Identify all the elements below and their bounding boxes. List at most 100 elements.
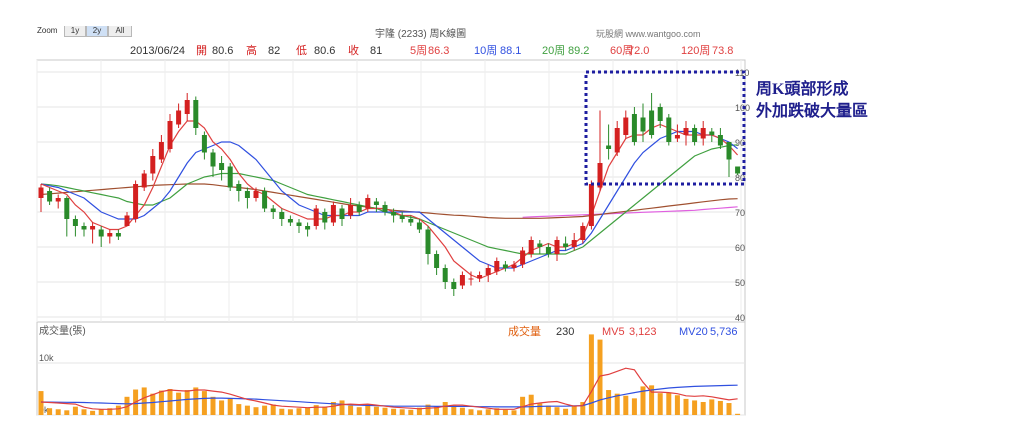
- candle: [262, 187, 268, 212]
- candle-body: [735, 166, 741, 174]
- candle: [657, 103, 663, 128]
- candle: [210, 149, 216, 177]
- candle: [98, 226, 104, 247]
- candle: [631, 107, 637, 146]
- candle: [477, 271, 483, 282]
- volume-bar: [726, 403, 732, 415]
- candle: [640, 103, 646, 142]
- price-tick-label: 40: [735, 313, 745, 323]
- volume-bar: [717, 400, 723, 415]
- candle: [115, 229, 121, 240]
- volume-bar: [571, 406, 577, 415]
- zoom-2y-button[interactable]: 2y: [86, 26, 108, 37]
- volume-bar: [330, 402, 336, 415]
- volume-bar: [494, 408, 500, 415]
- candle: [193, 96, 199, 135]
- ma60-value: 72.0: [628, 45, 649, 57]
- candle-body: [588, 184, 594, 226]
- candle-body: [253, 191, 259, 198]
- candle-body: [528, 240, 534, 254]
- candle: [107, 229, 113, 244]
- ma120-line: [522, 206, 738, 218]
- ma120-label: 120周: [681, 44, 710, 57]
- ma20-label: 20周: [542, 44, 565, 57]
- candle: [305, 222, 311, 237]
- volume-bar: [90, 410, 96, 415]
- candle: [236, 180, 242, 202]
- chart-title: 宇隆 (2233) 周K線圖: [375, 27, 466, 40]
- candle-body: [717, 135, 723, 146]
- volume-bar: [64, 410, 70, 415]
- candle-body: [425, 229, 431, 254]
- volume-bar: [425, 404, 431, 415]
- volume-bar: [236, 404, 242, 415]
- candle-body: [520, 250, 526, 265]
- candle-body: [511, 264, 517, 268]
- candle: [322, 208, 328, 230]
- high-value: 82: [268, 45, 280, 57]
- low-value: 80.6: [314, 45, 335, 57]
- volume-bar: [167, 389, 173, 415]
- volume-bar: [219, 400, 225, 415]
- candle-body: [580, 226, 586, 240]
- volume-bar: [520, 396, 526, 415]
- candle-body: [158, 142, 164, 160]
- volume-bar: [554, 407, 560, 415]
- zoom-label: Zoom: [37, 26, 58, 35]
- volume-bar: [296, 408, 302, 415]
- annotation-line-1: 周K頭部形成: [756, 81, 849, 98]
- volume-bar: [322, 406, 328, 415]
- candle: [399, 212, 405, 223]
- candle: [244, 187, 250, 209]
- candle: [709, 128, 715, 142]
- mv20-value: 5,736: [710, 326, 738, 338]
- volume-bar: [545, 405, 551, 415]
- mv20-line: [40, 384, 738, 408]
- candle-body: [98, 229, 104, 237]
- zoom-all-button[interactable]: All: [108, 26, 132, 37]
- candle-body: [451, 282, 457, 289]
- moving-average-lines: [40, 120, 739, 280]
- volume-bar: [201, 391, 207, 415]
- volume-bar: [477, 410, 483, 415]
- candle-body: [640, 117, 646, 132]
- open-label: 開: [196, 44, 207, 57]
- volume-bar: [700, 402, 706, 415]
- close-value: 81: [370, 45, 382, 57]
- zoom-1y-button[interactable]: 1y: [64, 26, 86, 37]
- volume-bar: [683, 398, 689, 415]
- candle: [683, 121, 689, 146]
- volume-bar: [115, 405, 121, 415]
- candle: [511, 261, 517, 272]
- volume-bar: [141, 387, 147, 415]
- volume-bar: [614, 393, 620, 415]
- candle: [606, 124, 612, 160]
- candle: [227, 163, 233, 191]
- volume-bar: [382, 407, 388, 415]
- candle-body: [408, 219, 414, 223]
- volume-bar: [262, 405, 268, 415]
- candle: [597, 110, 603, 191]
- volume-bar: [279, 408, 285, 415]
- volume-bar: [158, 390, 164, 415]
- candle: [90, 222, 96, 244]
- candle: [391, 208, 397, 223]
- candle: [72, 215, 78, 237]
- candle-body: [391, 212, 397, 216]
- volume-bar: [365, 404, 371, 415]
- candle-body: [322, 212, 328, 223]
- candle: [700, 121, 706, 146]
- volume-bar: [623, 395, 629, 415]
- volume-bar: [244, 405, 250, 415]
- candle-body: [373, 201, 379, 205]
- price-gridlines: [36, 60, 745, 322]
- candle-body: [313, 208, 319, 226]
- candle: [528, 236, 534, 258]
- candle: [176, 103, 182, 128]
- head-pattern-highlight-box: [584, 70, 746, 186]
- high-label: 高: [246, 43, 257, 57]
- volume-bar: [339, 400, 345, 415]
- price-tick-label: 90: [735, 138, 745, 148]
- volume-bar: [674, 395, 680, 415]
